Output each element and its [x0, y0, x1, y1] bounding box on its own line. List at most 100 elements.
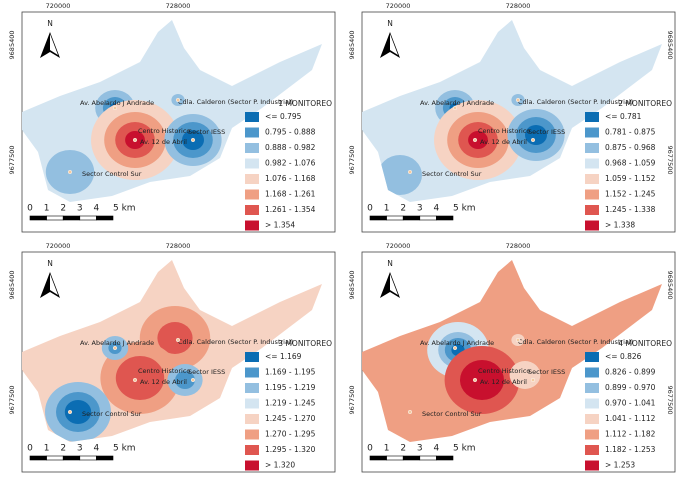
- scale-label: 5 km: [453, 444, 476, 454]
- site-point: [530, 377, 536, 383]
- place-label: Av. 12 de Abril: [140, 138, 187, 146]
- scale-label: 4: [434, 204, 440, 214]
- legend-swatch: [585, 352, 599, 362]
- hotspot: [175, 371, 195, 389]
- study-area: [362, 260, 662, 442]
- legend-swatch: [585, 158, 599, 169]
- hotspot: [460, 360, 504, 400]
- x-coordinate: 720000: [386, 242, 411, 250]
- map-panel: 720000 728000 9685400 9685400 9677500 9677500…: [348, 2, 676, 233]
- y-coordinate: 9685400: [666, 271, 674, 300]
- north-arrow-half: [390, 274, 398, 295]
- scale-label: 4: [94, 204, 100, 214]
- legend-swatch: [585, 127, 599, 138]
- place-label: Centro Historico: [138, 367, 190, 375]
- hotspot: [378, 155, 422, 195]
- site-point: [67, 409, 73, 415]
- place-label: Sector Control Sur: [422, 170, 482, 178]
- legend-title: 3 MONITOREO: [278, 339, 332, 348]
- study-area: [362, 20, 662, 202]
- place-label: Centro Historico: [478, 127, 530, 135]
- legend-label: <= 0.826: [605, 352, 642, 361]
- legend-swatch: [245, 158, 259, 169]
- scale-label: 5 km: [113, 204, 136, 214]
- legend-label: 1.168 - 1.261: [265, 190, 316, 199]
- scale-segment: [46, 215, 64, 221]
- scale-segment: [29, 215, 47, 221]
- x-coordinate: 728000: [166, 242, 191, 250]
- legend-label: 0.982 - 1.076: [265, 159, 316, 168]
- legend-swatch: [585, 383, 599, 393]
- site-point: [407, 409, 413, 415]
- legend-label: 0.795 - 0.888: [265, 128, 316, 137]
- legend-label: 1.195 - 1.219: [265, 383, 316, 392]
- place-label: Centro Historico: [138, 127, 190, 135]
- site-point: [452, 105, 458, 111]
- site-point: [515, 337, 521, 343]
- legend-label: > 1.320: [265, 461, 295, 470]
- scale-segment: [46, 455, 64, 461]
- scale-label: 1: [384, 204, 390, 214]
- place-label: Cdla. Calderon (Sector P. Industrial): [518, 98, 633, 106]
- y-coordinate: 9677500: [348, 146, 356, 175]
- y-coordinate: 9677500: [348, 386, 356, 415]
- legend-label: > 1.354: [265, 221, 295, 230]
- y-coordinate: 9685400: [666, 31, 674, 60]
- place-label: Av. Abelardo J Andrade: [420, 99, 494, 107]
- place-label: Av. Abelardo J Andrade: [80, 339, 154, 347]
- legend-label: 1.169 - 1.195: [265, 368, 316, 377]
- legend-swatch: [585, 143, 599, 153]
- scale-label: 1: [44, 204, 50, 214]
- y-coordinate: 9677500: [8, 386, 16, 415]
- legend-swatch: [245, 127, 259, 138]
- legend-label: 1.245 - 1.270: [265, 414, 316, 423]
- legend-label: 0.888 - 0.982: [265, 143, 316, 152]
- scale-segment: [96, 455, 114, 461]
- site-point: [190, 137, 196, 143]
- site-point: [132, 137, 138, 143]
- scale-label: 3: [417, 444, 423, 454]
- legend-label: > 1.338: [605, 221, 635, 230]
- legend-label: 1.270 - 1.295: [265, 430, 316, 439]
- site-point: [472, 137, 478, 143]
- legend-title: 1 MONITOREO: [278, 99, 332, 108]
- site-point: [407, 169, 413, 175]
- scale-label: 4: [434, 444, 440, 454]
- legend-label: 0.781 - 0.875: [605, 128, 656, 137]
- site-point: [112, 105, 118, 111]
- scale-segment: [402, 455, 421, 461]
- legend-swatch: [245, 220, 259, 231]
- scale-label: 5 km: [113, 444, 136, 454]
- scale-segment: [96, 215, 114, 221]
- legend-swatch: [245, 205, 259, 215]
- place-label: Sector IESS: [528, 128, 565, 136]
- scale-label: 0: [27, 444, 33, 454]
- y-coordinate: 9685400: [8, 31, 16, 60]
- legend-swatch: [585, 367, 599, 378]
- scale-segment: [62, 215, 81, 221]
- legend-label: <= 1.169: [265, 352, 302, 361]
- north-label: N: [47, 19, 53, 28]
- north-arrow-half: [390, 34, 398, 55]
- place-label: Cdla. Calderon (Sector P. Industrial): [178, 98, 293, 106]
- legend-swatch: [245, 174, 259, 184]
- scale-label: 2: [400, 444, 406, 454]
- x-coordinate: 728000: [166, 2, 191, 10]
- legend-label: 1.261 - 1.354: [265, 205, 316, 214]
- legend-label: <= 0.795: [265, 112, 302, 121]
- place-label: Sector IESS: [188, 128, 225, 136]
- x-coordinate: 720000: [386, 2, 411, 10]
- hotspot: [115, 356, 165, 400]
- y-coordinate: 9685400: [8, 271, 16, 300]
- map-panel: 720000 728000 9685400 9677500 Av. Abelardo J…: [8, 242, 336, 473]
- legend-swatch: [245, 445, 259, 455]
- scale-label: 0: [367, 204, 373, 214]
- hotspots: [378, 90, 565, 195]
- hotspot: [468, 131, 488, 149]
- hotspots: [427, 322, 541, 414]
- legend-label: 1.295 - 1.320: [265, 445, 316, 454]
- legend-swatch: [585, 429, 599, 440]
- scale-segment: [419, 215, 437, 221]
- legend-swatch: [245, 460, 259, 471]
- hotspot: [525, 125, 547, 145]
